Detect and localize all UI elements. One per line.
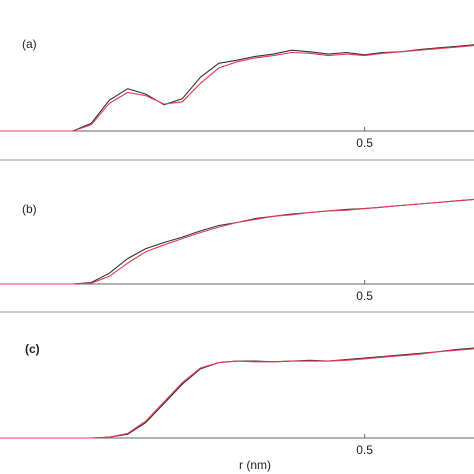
data-line — [0, 198, 474, 285]
x-tick-label: 0.5 — [356, 443, 373, 457]
x-tick-label: 0.5 — [356, 136, 373, 150]
data-line — [0, 45, 474, 132]
panel-label: (c) — [25, 342, 40, 356]
panel-label: (a) — [22, 37, 37, 51]
data-line — [0, 44, 474, 132]
data-line — [0, 348, 474, 439]
x-tick-label: 0.5 — [356, 289, 373, 303]
panel-label: (b) — [22, 202, 37, 216]
x-axis-label: r (nm) — [239, 458, 271, 472]
data-line — [0, 198, 474, 285]
